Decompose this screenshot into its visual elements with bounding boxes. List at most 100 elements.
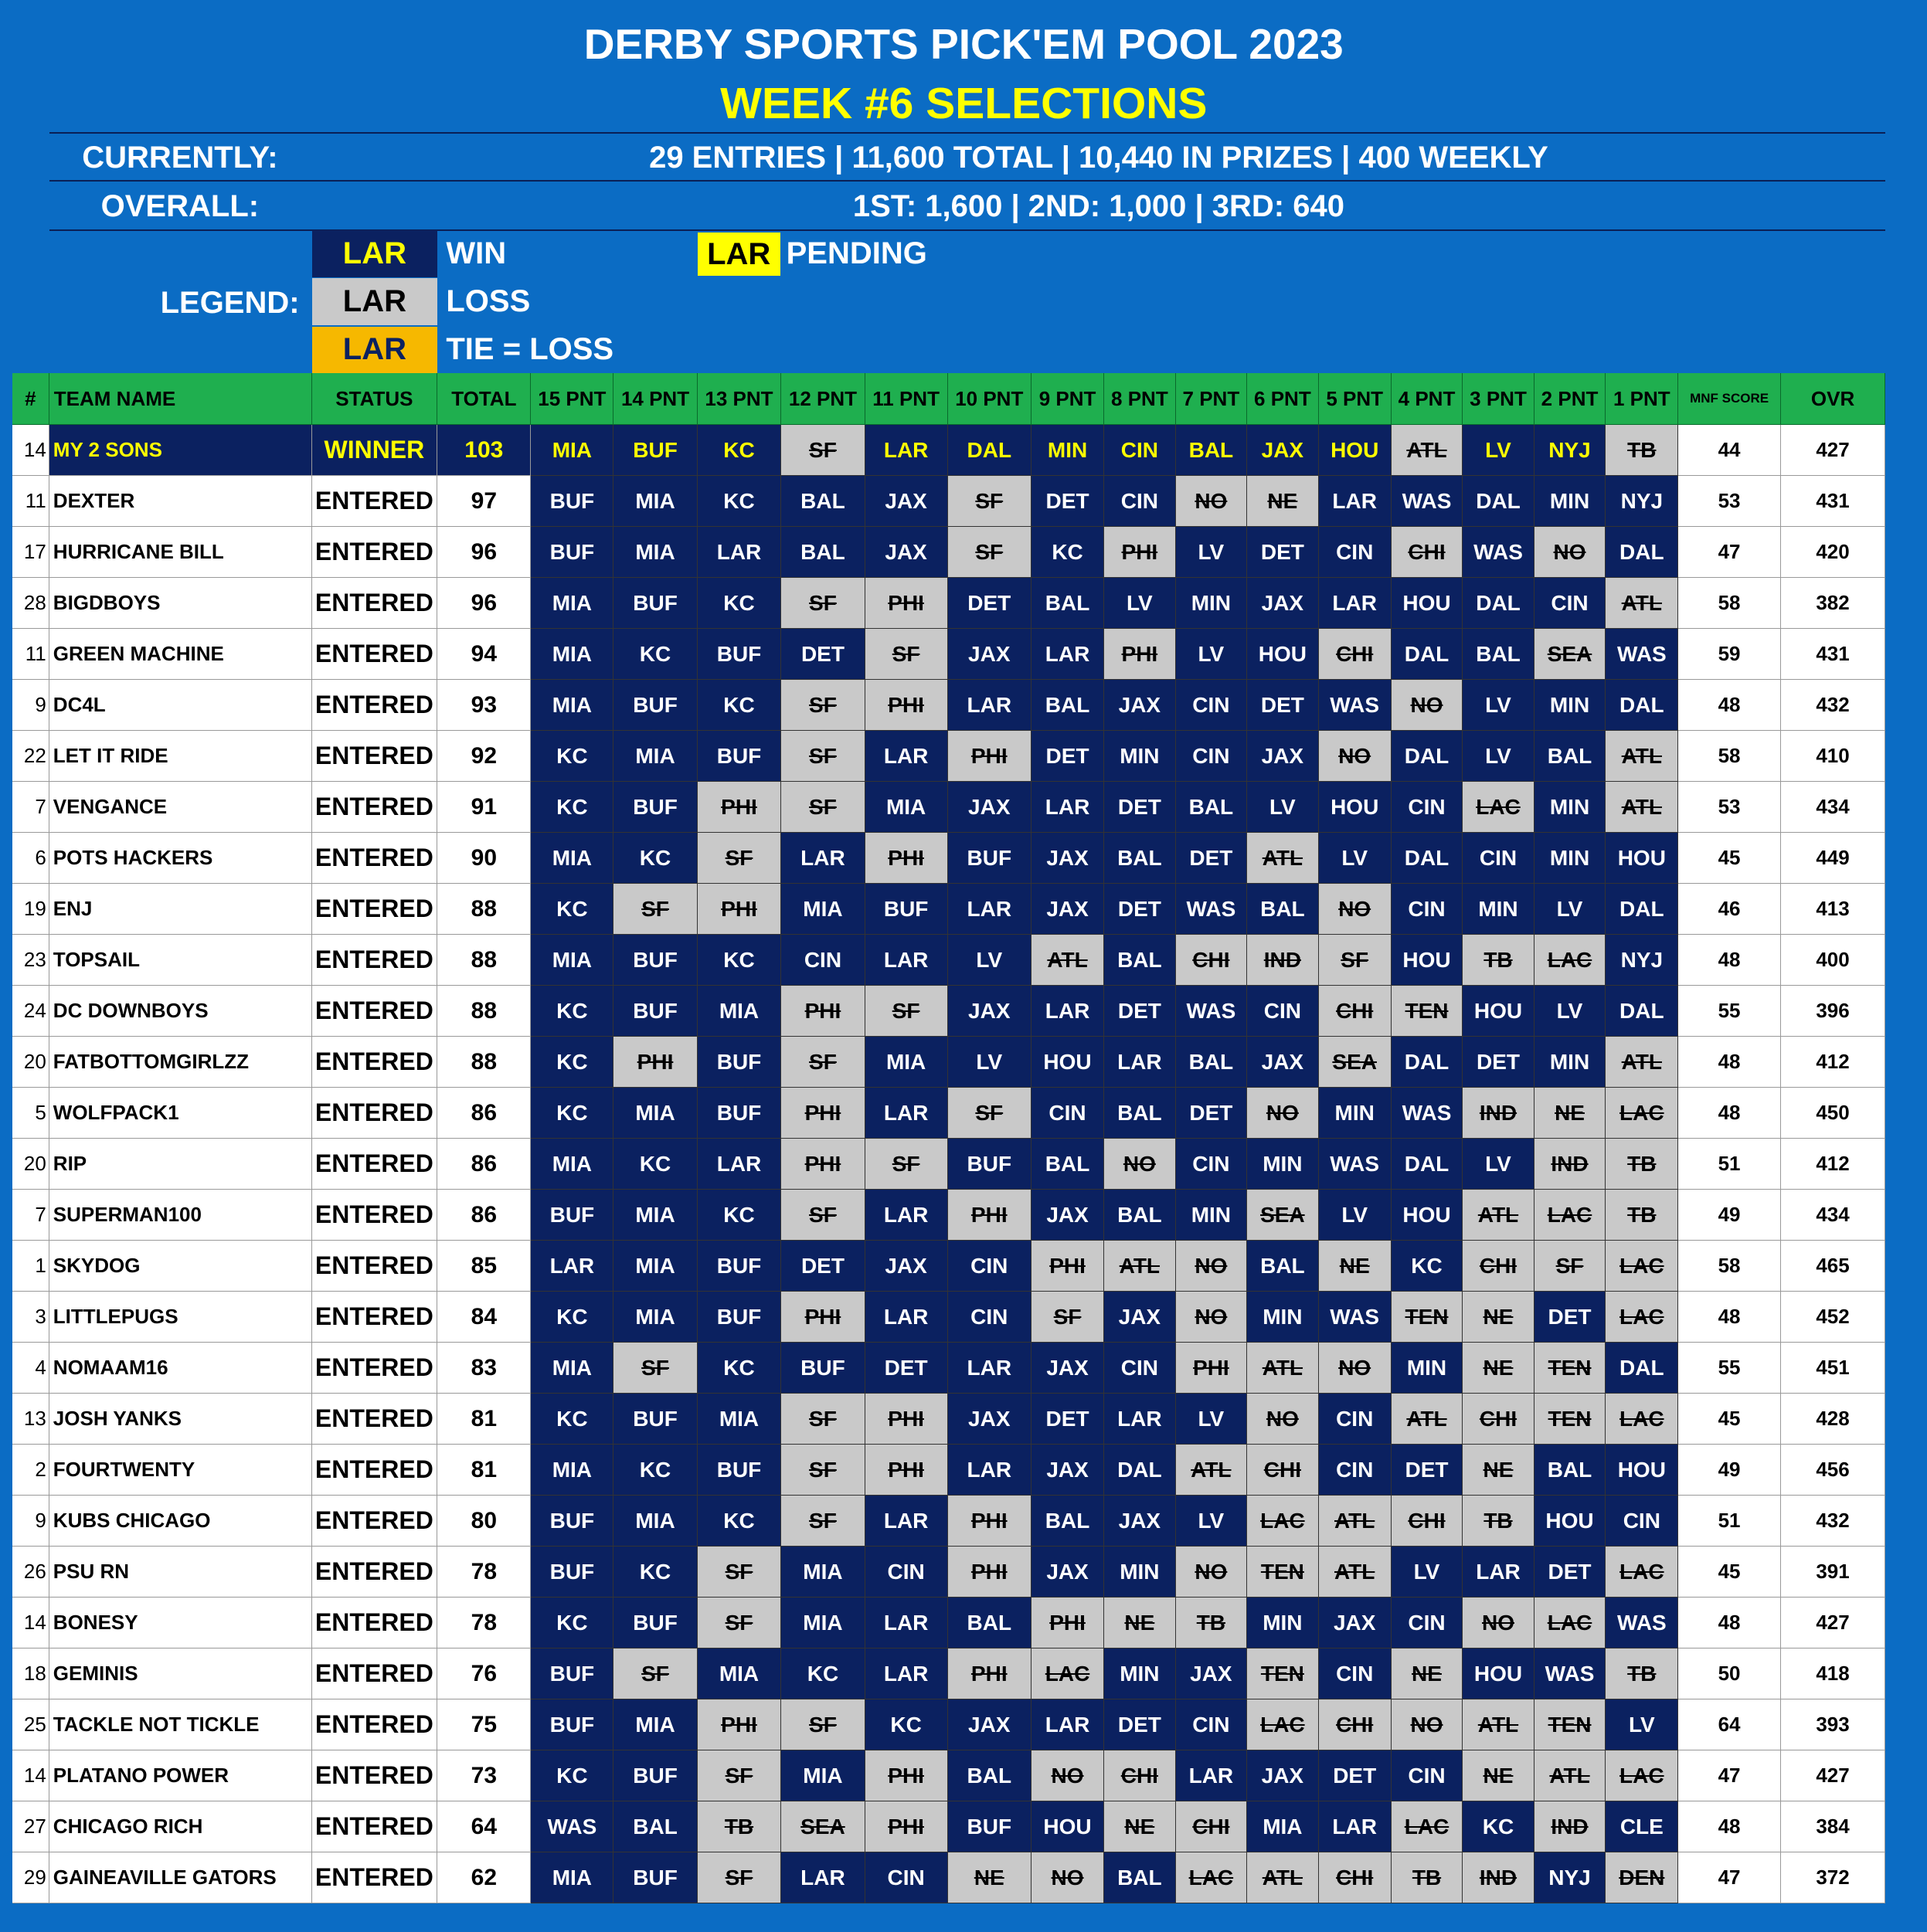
pick: NO bbox=[1391, 1699, 1463, 1751]
team-name: JOSH YANKS bbox=[49, 1394, 312, 1445]
column-header: # bbox=[12, 373, 49, 426]
pick: BUF bbox=[947, 833, 1031, 885]
pick: BAL bbox=[1031, 578, 1105, 630]
pick: JAX bbox=[947, 1394, 1031, 1445]
subtitle: WEEK #6 SELECTIONS bbox=[720, 78, 1208, 128]
pick: SF bbox=[1534, 1241, 1606, 1292]
status: ENTERED bbox=[311, 1801, 438, 1853]
pick: LAR bbox=[1031, 782, 1105, 834]
status: ENTERED bbox=[311, 1241, 438, 1292]
pick: LAR bbox=[947, 680, 1031, 732]
pick: SF bbox=[865, 629, 948, 681]
pick: NE bbox=[1463, 1292, 1534, 1343]
pick: BAL bbox=[1534, 1445, 1606, 1496]
team-name: LITTLEPUGS bbox=[49, 1292, 312, 1343]
pick: DAL bbox=[1606, 527, 1679, 579]
pick: LAC bbox=[1031, 1648, 1105, 1700]
pick: LV bbox=[1391, 1547, 1463, 1598]
pick: HOU bbox=[1391, 935, 1463, 986]
ovr: 427 bbox=[1780, 1598, 1886, 1649]
total: 80 bbox=[437, 1496, 532, 1547]
pick: TB bbox=[1606, 1190, 1679, 1241]
pick: SF bbox=[781, 425, 865, 477]
pick: PHI bbox=[865, 578, 948, 630]
pick: CIN bbox=[1175, 1139, 1248, 1190]
rank: 9 bbox=[12, 680, 49, 732]
ovr: 451 bbox=[1780, 1343, 1886, 1394]
pick: MIA bbox=[865, 782, 948, 834]
pick: HOU bbox=[1031, 1801, 1105, 1853]
pick: WAS bbox=[1463, 527, 1534, 579]
mnf-score: 49 bbox=[1678, 1190, 1781, 1241]
pick: CIN bbox=[1031, 1088, 1105, 1139]
pick: JAX bbox=[947, 629, 1031, 681]
team-name: SKYDOG bbox=[49, 1241, 312, 1292]
pick: SF bbox=[613, 884, 698, 935]
mnf-score: 53 bbox=[1678, 476, 1781, 528]
pick: BAL bbox=[1031, 1139, 1105, 1190]
team-name: WOLFPACK1 bbox=[49, 1088, 312, 1139]
pick: WAS bbox=[1318, 1292, 1392, 1343]
pick: PHI bbox=[697, 1699, 782, 1751]
pick: LAR bbox=[947, 1445, 1031, 1496]
pick: CHI bbox=[1318, 1852, 1392, 1904]
pick: MIA bbox=[613, 1088, 698, 1139]
pick: LV bbox=[1247, 782, 1319, 834]
ovr: 396 bbox=[1780, 986, 1886, 1037]
pick: JAX bbox=[1031, 833, 1105, 885]
pick: WAS bbox=[1534, 1648, 1606, 1700]
pick: MIN bbox=[1534, 1037, 1606, 1088]
pick: SF bbox=[697, 1750, 782, 1802]
pick: WAS bbox=[531, 1801, 614, 1853]
pick: JAX bbox=[1104, 680, 1176, 732]
pick: LAC bbox=[1606, 1547, 1679, 1598]
pick: BAL bbox=[1031, 1496, 1105, 1547]
pick: BUF bbox=[697, 1037, 782, 1088]
pick: NO bbox=[1175, 1292, 1248, 1343]
rank: 26 bbox=[12, 1547, 49, 1598]
pick: MIA bbox=[781, 1547, 865, 1598]
pick: CIN bbox=[1391, 884, 1463, 935]
ovr: 420 bbox=[1780, 527, 1886, 579]
pick: KC bbox=[697, 1496, 782, 1547]
pick: KC bbox=[613, 629, 698, 681]
status: ENTERED bbox=[311, 1699, 438, 1751]
pick: LAR bbox=[1031, 629, 1105, 681]
pick: SF bbox=[865, 1139, 948, 1190]
pick: CIN bbox=[1606, 1496, 1679, 1547]
pick: JAX bbox=[1104, 1496, 1176, 1547]
divider bbox=[49, 179, 1886, 182]
pick: PHI bbox=[865, 833, 948, 885]
pick: DET bbox=[1247, 680, 1319, 732]
pick: HOU bbox=[1391, 1190, 1463, 1241]
pick: WAS bbox=[1606, 629, 1679, 681]
pick: CIN bbox=[1318, 1648, 1392, 1700]
pick: TEN bbox=[1534, 1343, 1606, 1394]
pick: LAR bbox=[865, 731, 948, 783]
status: ENTERED bbox=[311, 833, 438, 885]
pick: NYJ bbox=[1534, 1852, 1606, 1904]
pick: NO bbox=[1031, 1852, 1105, 1904]
pick: KC bbox=[865, 1699, 948, 1751]
pick: SF bbox=[781, 680, 865, 732]
pick: LAR bbox=[1318, 1801, 1392, 1853]
pick: TB bbox=[1175, 1598, 1248, 1649]
legend-text: LOSS bbox=[446, 284, 531, 319]
pick: MIA bbox=[531, 1445, 614, 1496]
pick: PHI bbox=[1104, 527, 1176, 579]
pick: CIN bbox=[1318, 1394, 1392, 1445]
pick: ATL bbox=[1391, 1394, 1463, 1445]
status: ENTERED bbox=[311, 1037, 438, 1088]
rank: 25 bbox=[12, 1699, 49, 1751]
mnf-score: 58 bbox=[1678, 578, 1781, 630]
pick: BAL bbox=[1175, 1037, 1248, 1088]
pick: BUF bbox=[613, 578, 698, 630]
pick: PHI bbox=[613, 1037, 698, 1088]
pick: CIN bbox=[947, 1241, 1031, 1292]
pick: MIN bbox=[1247, 1139, 1319, 1190]
pick: LAC bbox=[1247, 1496, 1319, 1547]
mnf-score: 45 bbox=[1678, 1547, 1781, 1598]
pick: LV bbox=[1318, 1190, 1392, 1241]
pick: MIA bbox=[865, 1037, 948, 1088]
pick: PHI bbox=[947, 1547, 1031, 1598]
